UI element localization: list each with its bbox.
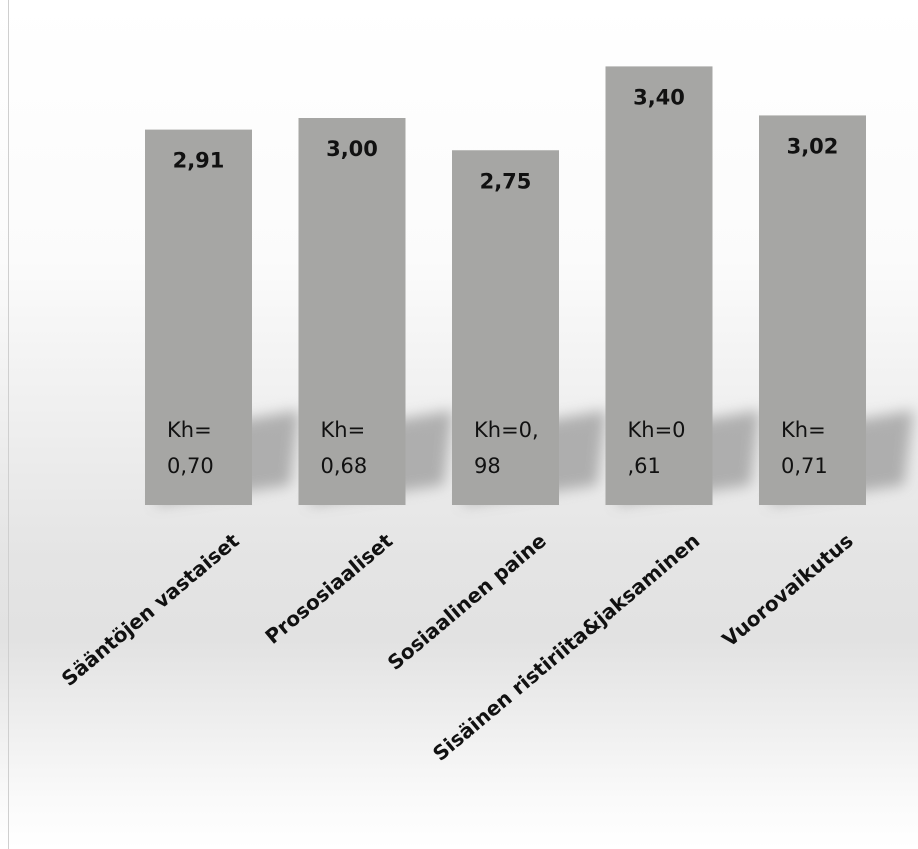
category-label-2: Prososiaaliset — [260, 528, 397, 648]
sd-label-2-line-1: Kh= — [321, 418, 366, 442]
sd-label-1-line-1: Kh= — [167, 418, 212, 442]
sd-label-1-line-2: 0,70 — [167, 454, 214, 478]
sd-label-2-line-2: 0,68 — [321, 454, 368, 478]
category-label-1: Sääntöjen vastaiset — [57, 528, 244, 691]
bar-2 — [298, 118, 406, 505]
sd-label-4-line-2: ,61 — [628, 454, 661, 478]
value-label-4: 3,40 — [633, 85, 685, 109]
bar-3 — [452, 150, 559, 505]
sd-label-4-line-1: Kh=0 — [628, 418, 686, 442]
category-label-4: Sisäinen ristiriita&jaksaminen — [428, 528, 704, 765]
bar-5 — [759, 115, 866, 506]
sd-label-5-line-2: 0,71 — [781, 454, 828, 478]
bar-4 — [605, 66, 713, 506]
value-label-1: 2,91 — [173, 149, 225, 173]
value-label-5: 3,02 — [787, 134, 839, 158]
left-border-line — [8, 0, 9, 849]
category-label-3: Sosiaalinen paine — [383, 528, 551, 674]
bar-1 — [145, 129, 252, 506]
value-label-3: 2,75 — [480, 169, 532, 193]
sd-label-5-line-1: Kh= — [781, 418, 826, 442]
value-label-2: 3,00 — [326, 137, 378, 161]
sd-label-3-line-2: 98 — [474, 454, 501, 478]
sd-label-3-line-1: Kh=0, — [474, 418, 539, 442]
category-label-5: Vuorovaikutus — [717, 528, 857, 651]
